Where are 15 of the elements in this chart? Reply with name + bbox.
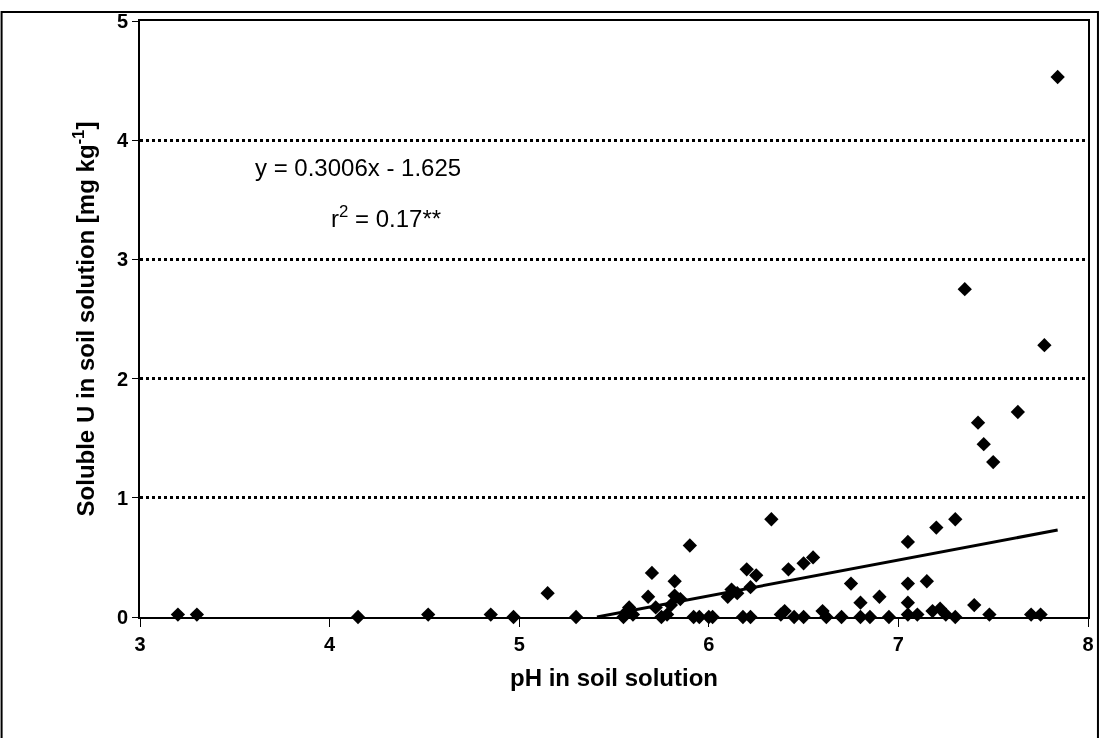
x-axis-title: pH in soil solution <box>510 663 718 691</box>
y-tick-label: 2 <box>116 367 128 390</box>
x-tick-label: 5 <box>513 633 525 655</box>
x-tick-label: 7 <box>892 633 904 655</box>
x-tick-label: 4 <box>324 633 337 655</box>
annotation: y = 0.3006x - 1.625 <box>255 154 462 181</box>
y-tick-label: 4 <box>116 129 129 152</box>
x-tick-label: 6 <box>703 633 715 655</box>
x-tick-label: 8 <box>1082 633 1094 655</box>
y-tick-label: 5 <box>116 10 128 32</box>
annotation: r$^{2}$ = 0.17** <box>331 202 442 233</box>
y-tick-label: 0 <box>116 606 128 628</box>
x-tick-label: 3 <box>134 633 146 655</box>
y-tick-label: 3 <box>116 248 128 271</box>
y-tick-label: 1 <box>116 486 128 509</box>
